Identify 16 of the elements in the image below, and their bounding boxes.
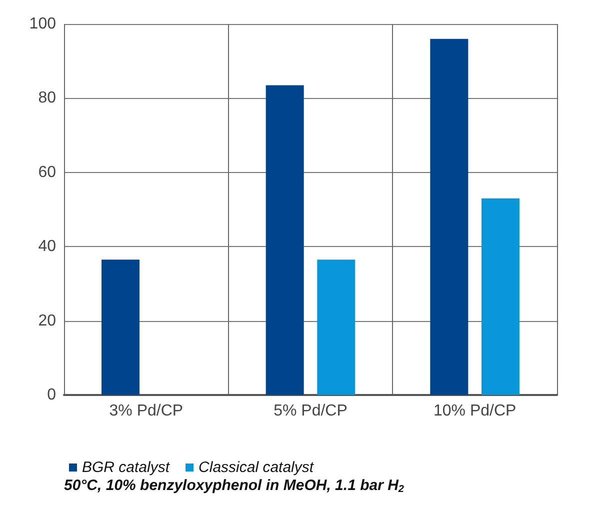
bar [266, 85, 304, 395]
legend-label: Classical catalyst [198, 459, 314, 476]
x-tick-label: 3% Pd/CP [109, 402, 184, 420]
x-tick-label: 5% Pd/CP [274, 402, 348, 420]
y-tick-label: 80 [38, 90, 56, 107]
bar [102, 260, 140, 395]
bar [317, 260, 356, 395]
y-tick-label: 0 [47, 386, 56, 404]
y-tick-label: 20 [38, 312, 56, 330]
x-tick-label: 10% Pd/CP [433, 402, 516, 420]
legend-label: BGR catalyst [82, 459, 170, 476]
bar [481, 198, 520, 395]
bar [430, 38, 468, 395]
y-tick-label: 60 [38, 164, 56, 181]
y-tick-label: 100 [29, 16, 56, 32]
y-tick-label: 40 [38, 238, 56, 256]
